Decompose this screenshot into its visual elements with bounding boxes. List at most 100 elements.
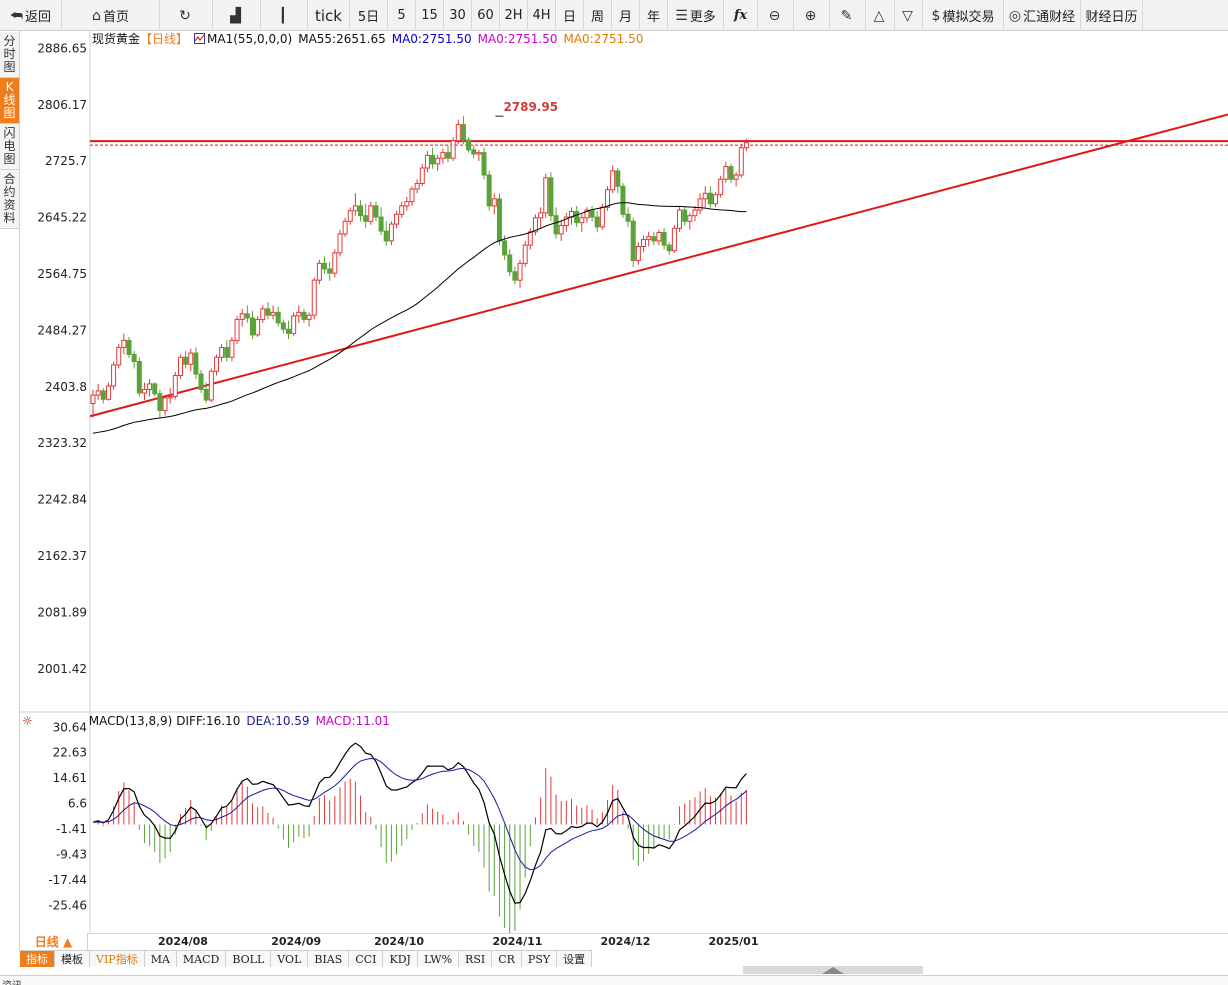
- candle-body: [316, 262, 322, 281]
- macd-diff: DIFF:16.10: [176, 713, 241, 728]
- toolbar-fx-button[interactable]: fx: [724, 0, 758, 31]
- price-tick-label: 2806.17: [37, 98, 87, 112]
- toolbar-tick-button[interactable]: tick: [308, 0, 350, 31]
- toolbar-back-button[interactable]: ⮪ 返回: [0, 0, 62, 31]
- toolbar-week-button[interactable]: 周: [584, 0, 612, 31]
- circle-logo-icon: ◎: [1008, 7, 1022, 24]
- candle-body: [260, 308, 266, 320]
- toolbar-h2-button[interactable]: 2H: [500, 0, 528, 31]
- indicator-tab-vol[interactable]: VOL: [271, 951, 309, 967]
- toolbar-year-label: 年: [646, 10, 660, 25]
- candle-body: [203, 389, 209, 401]
- toolbar-tick-label: tick: [315, 6, 342, 25]
- toolbar-p5d-label: 5日: [357, 10, 380, 25]
- candlestick-icon: ┃: [278, 7, 288, 24]
- indicator-tab-[interactable]: 设置: [557, 951, 593, 967]
- macd-settings-icon[interactable]: ☼: [22, 713, 33, 728]
- toolbar-m5-button[interactable]: 5: [388, 0, 416, 31]
- candle-body: [347, 210, 353, 222]
- candle-body: [116, 346, 122, 366]
- toolbar-m15-label: 15: [421, 8, 438, 23]
- ma0-value-blue: MA0:2751.50: [391, 31, 472, 46]
- toolbar-indicator-button[interactable]: ▟: [213, 0, 261, 31]
- toolbar-year-button[interactable]: 年: [640, 0, 668, 31]
- scroll-up-icon[interactable]: [820, 966, 846, 974]
- indicator-tab-bias[interactable]: BIAS: [308, 951, 350, 967]
- date-tick-label: 2024/10: [374, 935, 425, 948]
- indicator-tab-cci[interactable]: CCI: [349, 951, 384, 967]
- indicator-tab-[interactable]: 指标: [20, 951, 55, 967]
- candle-body: [692, 209, 698, 217]
- candle-body: [213, 356, 219, 372]
- toolbar-refresh-button[interactable]: ↻: [160, 0, 213, 31]
- toolbar-m30-button[interactable]: 30: [444, 0, 472, 31]
- ma-settings-icon[interactable]: [194, 33, 206, 44]
- toolbar: ⮪ 返回 ⌂ 首页 ↻ ▟ ┃ tick 5日 5 15 30 60 2H 4H 日周月年 ☰ 更多 fx ⊖ ⊕ ✎ △ ▽…: [0, 0, 1228, 31]
- indicator-tab-rsi[interactable]: RSI: [459, 951, 493, 967]
- indicator-tab-psy[interactable]: PSY: [522, 951, 558, 967]
- indicator-tab-ma[interactable]: MA: [145, 951, 177, 967]
- footer-label[interactable]: 资讯: [2, 977, 22, 985]
- toolbar-h4-button[interactable]: 4H: [528, 0, 556, 31]
- toolbar-p5d-button[interactable]: 5日: [350, 0, 388, 31]
- indicator-tab-cr[interactable]: CR: [492, 951, 522, 967]
- toolbar-up-button[interactable]: △: [866, 0, 895, 31]
- period-selector[interactable]: 日线 ▲: [20, 933, 88, 950]
- toolbar-sim-button[interactable]: $ 模拟交易: [923, 0, 1004, 31]
- ma0-value-purple: MA0:2751.50: [477, 31, 558, 46]
- toolbar-day-button[interactable]: 日: [556, 0, 584, 31]
- toolbar-candle-button[interactable]: ┃: [261, 0, 308, 31]
- back-arrow-icon: ⮪: [9, 7, 23, 24]
- price-tick-label: 2886.65: [37, 41, 87, 55]
- candle-body: [615, 170, 621, 187]
- indicator-tab-macd[interactable]: MACD: [177, 951, 227, 967]
- candle-body: [424, 154, 430, 169]
- indicator-tab-lw[interactable]: LW%: [418, 951, 460, 967]
- candle-body: [188, 352, 194, 365]
- candle-body: [589, 209, 595, 218]
- candle-body: [496, 198, 502, 242]
- toolbar-zoom-in-button[interactable]: ⊕: [794, 0, 830, 31]
- tab-kline[interactable]: K线图: [0, 78, 19, 124]
- candle-body: [244, 313, 250, 319]
- tab-contract[interactable]: 合约资料: [0, 170, 19, 229]
- toolbar-down-button[interactable]: ▽: [895, 0, 923, 31]
- candle-body: [702, 192, 708, 200]
- toolbar-h4-label: 4H: [532, 8, 551, 23]
- candle-body: [219, 346, 225, 358]
- candle-body: [265, 308, 271, 316]
- tab-timeshare[interactable]: 分时图: [0, 32, 19, 78]
- home-icon: ⌂: [92, 7, 101, 24]
- candle-body: [100, 390, 106, 400]
- tab-flash[interactable]: 闪电图: [0, 124, 19, 170]
- candle-body: [646, 236, 652, 241]
- indicator-tab-kdj[interactable]: KDJ: [383, 951, 418, 967]
- macd-dea: DEA:10.59: [246, 713, 310, 728]
- toolbar-fx168-button[interactable]: ◎ 汇通财经: [1004, 0, 1081, 31]
- candle-body: [131, 353, 137, 362]
- indicator-tab-[interactable]: 模板: [55, 951, 90, 967]
- macd-params: MACD(13,8,9): [88, 713, 173, 728]
- left-divider: [19, 31, 20, 951]
- toolbar-month-button[interactable]: 月: [612, 0, 640, 31]
- toolbar-calendar-button[interactable]: 财经日历: [1081, 0, 1143, 31]
- refresh-icon: ↻: [179, 7, 191, 24]
- date-tick-label: 2024/09: [271, 935, 322, 948]
- candle-body: [579, 217, 585, 224]
- toolbar-m15-button[interactable]: 15: [416, 0, 444, 31]
- candle-body: [404, 201, 410, 207]
- toolbar-draw-button[interactable]: ✎: [830, 0, 866, 31]
- toolbar-m60-button[interactable]: 60: [472, 0, 500, 31]
- toolbar-more-button[interactable]: ☰ 更多: [668, 0, 724, 31]
- macd-dea-line: [92, 757, 747, 871]
- candle-body: [723, 166, 729, 180]
- candle-body: [111, 364, 117, 387]
- price-chart[interactable]: 2886.65 2806.17 2725.7 2645.22 2564.75 2484.2…: [0, 31, 1228, 933]
- indicator-tab-boll[interactable]: BOLL: [226, 951, 272, 967]
- toolbar-home-button[interactable]: ⌂ 首页: [62, 0, 160, 31]
- toolbar-zoom-out-button[interactable]: ⊖: [758, 0, 794, 31]
- candle-body: [538, 212, 544, 219]
- dollar-icon: $: [931, 7, 941, 24]
- price-tick-label: 2564.75: [37, 267, 87, 281]
- indicator-tab-vip[interactable]: VIP指标: [90, 951, 145, 967]
